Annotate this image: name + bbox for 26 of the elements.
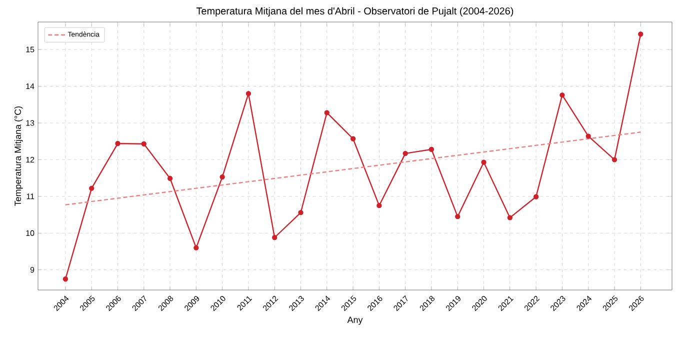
point: [115, 140, 120, 146]
point: [350, 136, 356, 142]
point: [428, 146, 434, 152]
point: [220, 174, 225, 180]
point: [507, 215, 513, 220]
point: [272, 234, 278, 240]
point: [298, 210, 304, 216]
point: [533, 194, 539, 200]
point: [376, 202, 382, 208]
point: [402, 150, 408, 156]
point: [638, 32, 644, 37]
point: [560, 92, 565, 98]
point: [89, 186, 94, 191]
point: [246, 90, 252, 96]
point: [141, 141, 146, 146]
point: [455, 214, 460, 220]
point: [481, 160, 486, 165]
x-axis-title: Any: [347, 316, 363, 325]
y-axis-title: Temperatura Mitjana (°C): [14, 106, 23, 206]
point: [612, 157, 618, 162]
point: [324, 110, 330, 116]
chart-title: Temperatura Mitjana del mes d'Abril - Observatori de Pujalt (2004-2026): [196, 7, 514, 16]
point: [167, 176, 173, 181]
point: [62, 276, 68, 282]
point: [194, 245, 199, 250]
point: [586, 134, 591, 139]
